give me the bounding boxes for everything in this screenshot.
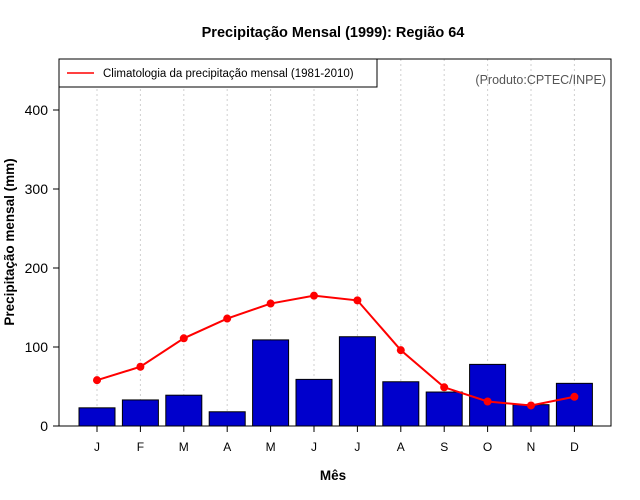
bar-4 (208, 411, 246, 427)
x-tick-label: O (483, 440, 492, 454)
climatology-point-6 (310, 291, 318, 300)
bar-12 (555, 382, 593, 427)
climatology-point-3 (179, 334, 188, 343)
climatology-point-4 (223, 314, 232, 323)
climatology-point-10 (483, 397, 492, 406)
y-tick-label: 100 (25, 339, 49, 355)
climatology-point-11 (527, 401, 535, 410)
climatology-point-8 (396, 346, 405, 355)
y-tick-label: 0 (40, 418, 48, 434)
climatology-point-1 (93, 376, 101, 385)
y-tick-label: 200 (25, 260, 49, 276)
x-tick-label: F (137, 440, 144, 454)
y-tick-label: 300 (25, 181, 49, 197)
climatology-point-2 (136, 362, 145, 371)
bar-9 (425, 391, 463, 427)
climatology-point-9 (440, 383, 449, 392)
x-tick-label: A (397, 440, 405, 454)
x-tick-label: D (570, 440, 579, 454)
climatology-point-7 (353, 296, 362, 305)
credit-text: (Produto:CPTEC/INPE) (475, 73, 606, 87)
bar-2 (121, 399, 159, 427)
climatology-series (93, 291, 579, 410)
bar-10 (469, 363, 507, 427)
plot-frame (58, 58, 612, 427)
x-tick-label: J (311, 440, 317, 454)
bar-6 (295, 378, 333, 427)
legend-box (58, 58, 378, 88)
bar-7 (338, 336, 376, 427)
legend: Climatologia da precipitação mensal (198… (58, 58, 378, 88)
x-axis-label: Mês (320, 468, 346, 483)
climatology-point-12 (570, 392, 579, 401)
bar-1 (78, 407, 116, 427)
legend-entry-climatology: Climatologia da precipitação mensal (198… (103, 68, 354, 80)
x-tick-label: A (223, 440, 231, 454)
y-tick-label: 400 (25, 102, 49, 118)
climatology-line (96, 294, 575, 407)
x-tick-label: M (266, 440, 276, 454)
x-tick-label: J (94, 440, 100, 454)
bar-8 (382, 381, 420, 427)
axes: 0 100 200 300 400 J F M A M J J A S O N D (25, 102, 579, 454)
x-tick-label: N (527, 440, 536, 454)
x-tick-label: J (354, 440, 360, 454)
x-tick-label: M (179, 440, 189, 454)
bar-series (78, 336, 593, 427)
x-tick-label: S (440, 440, 448, 454)
climatology-point-5 (266, 299, 275, 308)
y-axis-label: Precipitação mensal (mm) (2, 158, 17, 325)
bar-5 (252, 339, 290, 427)
chart-title: Precipitação Mensal (1999): Região 64 (202, 25, 465, 41)
bar-3 (165, 394, 203, 427)
